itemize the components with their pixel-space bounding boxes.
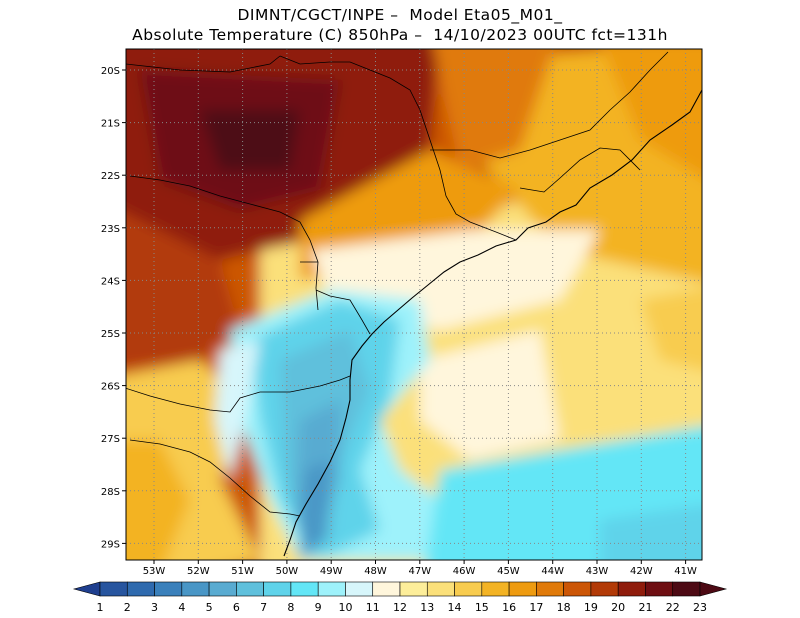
lon-label: 49W	[320, 566, 343, 577]
colorbar-swatch	[617, 581, 646, 597]
lon-label: 44W	[541, 566, 564, 577]
colorbar-label: 14	[448, 601, 462, 614]
lat-label: 23S	[101, 224, 120, 235]
lat-label: 26S	[101, 382, 120, 393]
lon-label: 51W	[231, 566, 254, 577]
lon-label: 50W	[276, 566, 299, 577]
colorbar-swatch	[154, 581, 183, 597]
title-line-1: DIMNT/CGCT/INPE – Model Eta05_M01_	[237, 6, 563, 24]
colorbar-swatch	[399, 581, 428, 597]
colorbar-label: 8	[287, 601, 294, 614]
colorbar-label: 19	[584, 601, 598, 614]
lon-label: 52W	[187, 566, 210, 577]
colorbar-label: 15	[475, 601, 489, 614]
graticule	[126, 49, 702, 560]
colorbar-label: 9	[315, 601, 322, 614]
colorbar-label: 7	[260, 601, 267, 614]
colorbar-label: 4	[178, 601, 185, 614]
lat-label: 25S	[101, 329, 120, 340]
lon-label: 41W	[674, 566, 697, 577]
colorbar-label: 6	[233, 601, 240, 614]
lon-label: 46W	[453, 566, 476, 577]
colorbar-over-arrow	[699, 581, 728, 597]
colorbar-under-arrow	[72, 581, 101, 597]
colorbar-label: 21	[638, 601, 652, 614]
longitude-labels: 53W 52W 51W 50W 49W 48W 47W 46W 45W 44W 43W 42W 41W	[143, 560, 697, 577]
colorbar-label: 22	[666, 601, 680, 614]
lat-label: 27S	[101, 434, 120, 445]
colorbar-swatch	[236, 581, 264, 597]
colorbar-label: 10	[338, 601, 352, 614]
lon-label: 42W	[630, 566, 653, 577]
colorbar-swatch	[536, 581, 564, 597]
colorbar-swatch	[263, 581, 292, 597]
colorbar-swatch	[672, 581, 701, 597]
colorbar-swatch	[508, 581, 537, 597]
lat-label: 20S	[101, 66, 120, 77]
colorbar-label: 5	[206, 601, 213, 614]
lon-label: 45W	[497, 566, 520, 577]
colorbar-swatch	[645, 581, 674, 597]
colorbar-swatch	[181, 581, 210, 597]
colorbar-label: 23	[693, 601, 707, 614]
lat-label: 28S	[101, 487, 120, 498]
lat-label: 24S	[101, 276, 120, 287]
colorbar-swatch	[590, 581, 619, 597]
lon-label: 48W	[364, 566, 387, 577]
colorbar-swatch	[317, 581, 346, 597]
coastline	[283, 89, 702, 557]
colorbar-swatch	[99, 581, 128, 597]
title-line-2: Absolute Temperature (C) 850hPa – 14/10/…	[132, 26, 668, 44]
colorbar-swatch	[290, 581, 319, 597]
colorbar-label: 17	[529, 601, 543, 614]
colorbar-swatch	[208, 581, 237, 597]
map-frame	[125, 48, 703, 561]
colorbar-label: 13	[420, 601, 434, 614]
lon-label: 53W	[143, 566, 166, 577]
lon-label: 43W	[586, 566, 609, 577]
colorbar: 1 2 3 4 5 6 7 8 9 10 11 12 13 14 15 16 17 18 19 20 21 22 23	[72, 581, 728, 614]
colorbar-swatch	[126, 581, 155, 597]
colorbar-label: 16	[502, 601, 516, 614]
colorbar-label: 1	[97, 601, 104, 614]
lat-label: 29S	[101, 539, 120, 550]
colorbar-label: 12	[393, 601, 407, 614]
colorbar-swatch	[563, 581, 592, 597]
colorbar-swatch	[481, 581, 510, 597]
state-borders	[126, 51, 669, 517]
colorbar-swatch	[345, 581, 374, 597]
colorbar-label: 11	[366, 601, 380, 614]
lat-label: 21S	[101, 119, 120, 130]
latitude-labels: 20S 21S 22S 23S 24S 25S 26S 27S 28S 29S	[101, 66, 126, 550]
boundaries	[126, 51, 702, 557]
lat-label: 22S	[101, 171, 120, 182]
colorbar-swatch	[372, 581, 401, 597]
colorbar-label: 3	[151, 601, 158, 614]
colorbar-label: 20	[611, 601, 625, 614]
colorbar-label: 18	[557, 601, 571, 614]
lon-label: 47W	[408, 566, 431, 577]
temperature-field	[126, 49, 702, 560]
colorbar-swatch	[426, 581, 455, 597]
colorbar-swatch	[454, 581, 483, 597]
colorbar-label: 2	[124, 601, 131, 614]
